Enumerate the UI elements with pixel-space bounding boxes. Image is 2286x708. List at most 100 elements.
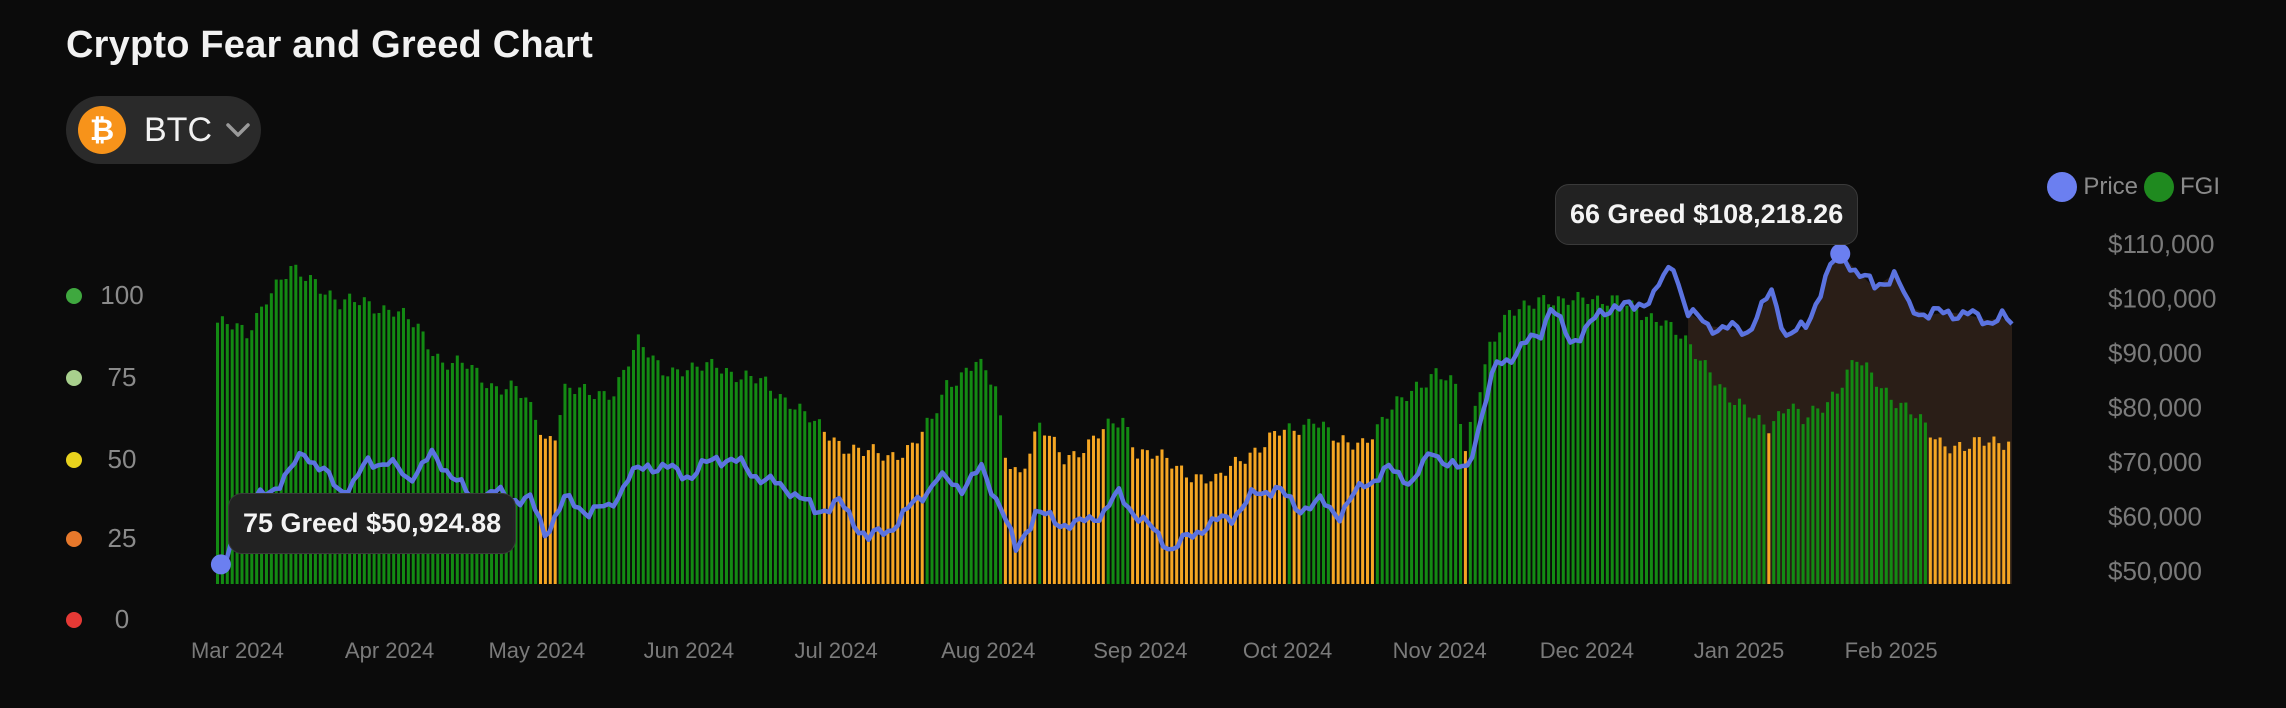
fgi-bar <box>729 371 733 584</box>
fgi-bar <box>724 368 728 584</box>
fgi-bar <box>490 383 494 584</box>
fgi-bar <box>308 275 313 584</box>
fgi-bar <box>901 457 905 584</box>
fgi-bar <box>1488 341 1492 584</box>
fgi-bar <box>1209 481 1213 584</box>
fgi-bar <box>847 453 851 584</box>
fgi-bar <box>284 279 288 584</box>
fgi-bar <box>778 394 782 584</box>
fgi-bar <box>1777 411 1781 584</box>
fgi-bar <box>1400 397 1404 584</box>
fgi-bar <box>646 357 650 584</box>
fgi-bar <box>1507 310 1511 584</box>
fgi-bar <box>1072 451 1076 584</box>
fgi-bar <box>768 390 773 584</box>
fgi-bar <box>1605 305 1609 584</box>
fgi-bar <box>1145 450 1149 584</box>
price-tick-label: $80,000 <box>2108 393 2202 423</box>
x-tick-label: Feb 2025 <box>1845 638 1938 663</box>
fgi-bar <box>216 322 220 584</box>
fgi-bar <box>377 313 381 584</box>
fgi-bar <box>1111 423 1115 584</box>
fgi-bar <box>1057 452 1061 584</box>
fgi-bar <box>1155 455 1159 584</box>
x-tick-label: Sep 2024 <box>1093 638 1187 663</box>
fgi-bar <box>1547 304 1551 584</box>
fgi-bar <box>1214 473 1218 584</box>
fgi-bar <box>382 305 386 584</box>
fgi-bar <box>1674 334 1678 584</box>
fgi-tick-label: 100 <box>100 280 143 310</box>
fgi-bar <box>822 431 826 584</box>
fgi-bar <box>255 313 259 584</box>
fgi-bar <box>1150 458 1154 584</box>
fgi-bar <box>1747 417 1751 584</box>
fgi-bar <box>1669 322 1673 584</box>
fgi-bar <box>460 362 464 584</box>
fgi-bar <box>1938 437 1942 584</box>
fgi-bar <box>1796 408 1800 584</box>
fgi-bar <box>1649 313 1653 584</box>
fgi-bar <box>1884 387 1888 584</box>
fgi-bar <box>269 293 273 584</box>
fgi-bar <box>318 293 322 584</box>
fgi-tick-label: 0 <box>115 604 129 634</box>
fgi-bar <box>1953 445 1957 584</box>
fgi-bar <box>1243 463 1247 584</box>
fgi-bar <box>1610 295 1614 584</box>
fgi-bar <box>1703 360 1707 584</box>
fgi-bar <box>1874 386 1879 584</box>
fgi-bar <box>1395 396 1399 584</box>
fgi-bar <box>1914 418 1918 584</box>
fgi-bar <box>1772 421 1776 584</box>
fgi-bar <box>1654 321 1658 584</box>
fgi-bar <box>1248 452 1252 584</box>
fgi-bar <box>676 369 680 584</box>
fgi-bar <box>999 415 1003 584</box>
fgi-bar <box>240 324 244 584</box>
fgi-bar <box>1757 414 1761 584</box>
fgi-bar <box>1067 455 1071 584</box>
fgi-bar <box>1307 418 1311 584</box>
fgi-bar <box>1165 457 1169 584</box>
fgi-bar <box>1170 468 1174 584</box>
fgi-bar <box>450 362 454 584</box>
fgi-bar <box>401 307 405 584</box>
legend-item-price[interactable]: Price <box>2047 172 2138 202</box>
fgi-bar <box>1958 442 1962 584</box>
fgi-bar <box>1512 315 1516 584</box>
fgi-bar <box>1899 402 1903 584</box>
fgi-bar <box>661 375 665 584</box>
fgi-bar <box>1317 427 1321 584</box>
fgi-bar <box>915 443 919 584</box>
fgi-bar <box>881 460 885 584</box>
fgi-bar <box>1498 332 1502 584</box>
fgi-bar <box>230 329 234 584</box>
fgi-bar <box>1904 402 1908 584</box>
fgi-bar <box>1224 475 1228 584</box>
fgi-bar <box>563 383 567 584</box>
fgi-bar <box>348 293 352 584</box>
fgi-bar <box>1189 482 1193 584</box>
fgi-bar <box>1493 341 1497 584</box>
fgi-bar <box>362 297 366 584</box>
fgi-bar <box>798 403 802 584</box>
fgi-bar <box>1375 424 1379 584</box>
fgi-bar <box>1997 443 2001 584</box>
fgi-bar <box>299 276 303 584</box>
fgi-bar <box>861 455 865 584</box>
fgi-bar <box>1370 439 1374 584</box>
fgi-bar <box>1811 405 1815 584</box>
coin-select-dropdown[interactable]: ₿ BTC <box>66 96 261 164</box>
fgi-bar <box>1287 423 1291 584</box>
fgi-bar <box>979 358 983 584</box>
fgi-bar <box>583 384 587 584</box>
fgi-bar <box>1175 465 1179 584</box>
fgi-bar <box>1786 408 1790 584</box>
price-tick-label: $60,000 <box>2108 502 2202 532</box>
fgi-bar <box>1052 436 1056 584</box>
fgi-bar <box>700 370 704 584</box>
fgi-bar <box>1571 300 1575 584</box>
legend-item-fgi[interactable]: FGI <box>2144 172 2220 202</box>
fgi-bar <box>959 372 963 584</box>
